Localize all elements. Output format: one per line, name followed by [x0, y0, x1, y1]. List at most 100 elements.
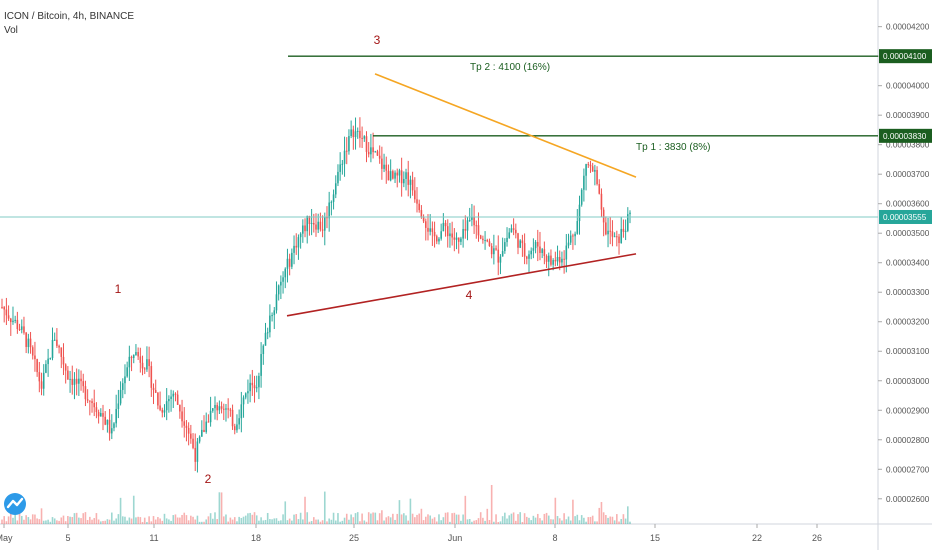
candle-body [627, 214, 629, 231]
x-tick-label: 26 [812, 533, 822, 543]
volume-bar [387, 516, 390, 524]
candle-body [457, 237, 460, 242]
candle-body [352, 129, 355, 138]
volume-bar [341, 520, 344, 524]
candle-body [572, 235, 574, 237]
volume-bar [585, 521, 587, 524]
candle-body [552, 260, 554, 265]
candle-body [580, 189, 583, 205]
volume-bar [304, 496, 306, 524]
volume-bar [348, 519, 350, 524]
tradingview-logo-icon[interactable] [4, 493, 26, 515]
volume-bar [108, 519, 111, 524]
target-level-badge [879, 49, 932, 64]
candle-body [236, 424, 238, 431]
candle-body [277, 285, 280, 295]
volume-bar [104, 520, 107, 524]
candle-body [36, 359, 38, 373]
candle-body [207, 421, 210, 423]
volume-bar [396, 513, 399, 524]
candle-body [519, 240, 522, 248]
volume-bar [431, 518, 434, 524]
candle-body [578, 204, 581, 222]
resistance-trendline[interactable] [374, 73, 637, 178]
volume-bar [154, 519, 157, 524]
volume-bar [580, 515, 583, 524]
candle-body [497, 249, 500, 263]
volume-bar [552, 519, 554, 524]
candle-body [536, 241, 539, 247]
candle-body [69, 378, 71, 380]
x-tick-label: 11 [149, 533, 158, 543]
candle-body [75, 378, 78, 384]
candle-body [600, 193, 603, 210]
candle-body [383, 164, 385, 169]
candle-body [47, 358, 49, 365]
candle-body [596, 169, 598, 185]
volume-bar [372, 512, 374, 524]
volume-bar [249, 512, 251, 524]
candle-body [556, 256, 559, 262]
candle-body [321, 229, 324, 231]
volume-bar [227, 521, 229, 524]
candle-body [315, 224, 317, 230]
candle-body [405, 172, 407, 179]
candle-body [163, 410, 166, 413]
volume-bar [110, 512, 113, 524]
volume-bar [29, 519, 32, 524]
volume-bar [60, 517, 63, 524]
candle-body [431, 228, 434, 232]
support-trendline[interactable] [286, 253, 637, 317]
volume-bar [139, 517, 142, 524]
volume-bar [343, 517, 346, 524]
volume-bar [282, 514, 284, 524]
volume-bar [602, 512, 605, 524]
candle-body [240, 404, 243, 419]
volume-bar [190, 515, 192, 524]
volume-bar [545, 512, 548, 524]
candle-body [203, 429, 205, 432]
volume-bar [530, 520, 532, 524]
candle-body [102, 413, 104, 417]
candle-body [161, 409, 164, 413]
volume-bar [611, 516, 614, 524]
volume-bar [435, 521, 438, 524]
volume-indicator-label[interactable]: Vol [4, 25, 18, 36]
volume-bar [192, 516, 194, 524]
candle-body [466, 220, 469, 231]
volume-bar [132, 495, 135, 524]
volume-bar [409, 498, 412, 524]
y-tick-label: 0.00003700 [886, 170, 930, 179]
volume-bar [394, 519, 396, 524]
volume-bar [424, 516, 427, 524]
candle-body [398, 170, 401, 176]
volume-bar [334, 520, 337, 524]
candle-body [547, 255, 550, 262]
volume-bar [468, 518, 471, 524]
volume-bar [211, 518, 214, 524]
volume-bar [345, 513, 348, 524]
candle-body [23, 326, 25, 333]
volume-bar [84, 512, 87, 524]
candle-body [244, 393, 247, 398]
volume-bar [181, 514, 183, 524]
volume-bar [38, 519, 41, 524]
candle-body [214, 404, 216, 409]
volume-bar [240, 517, 243, 524]
volume-bar [266, 512, 269, 524]
volume-bar [86, 519, 89, 524]
volume-bar [183, 512, 186, 524]
candle-body [5, 309, 8, 316]
volume-bar [20, 515, 23, 524]
candle-body [124, 376, 126, 384]
volume-bar [567, 516, 570, 524]
volume-bar [161, 520, 164, 524]
volume-bar [613, 520, 616, 524]
candle-body [365, 136, 368, 152]
candle-body [407, 172, 410, 185]
volume-bar [58, 520, 60, 524]
volume-bar [159, 518, 161, 524]
volume-bar [299, 512, 302, 524]
